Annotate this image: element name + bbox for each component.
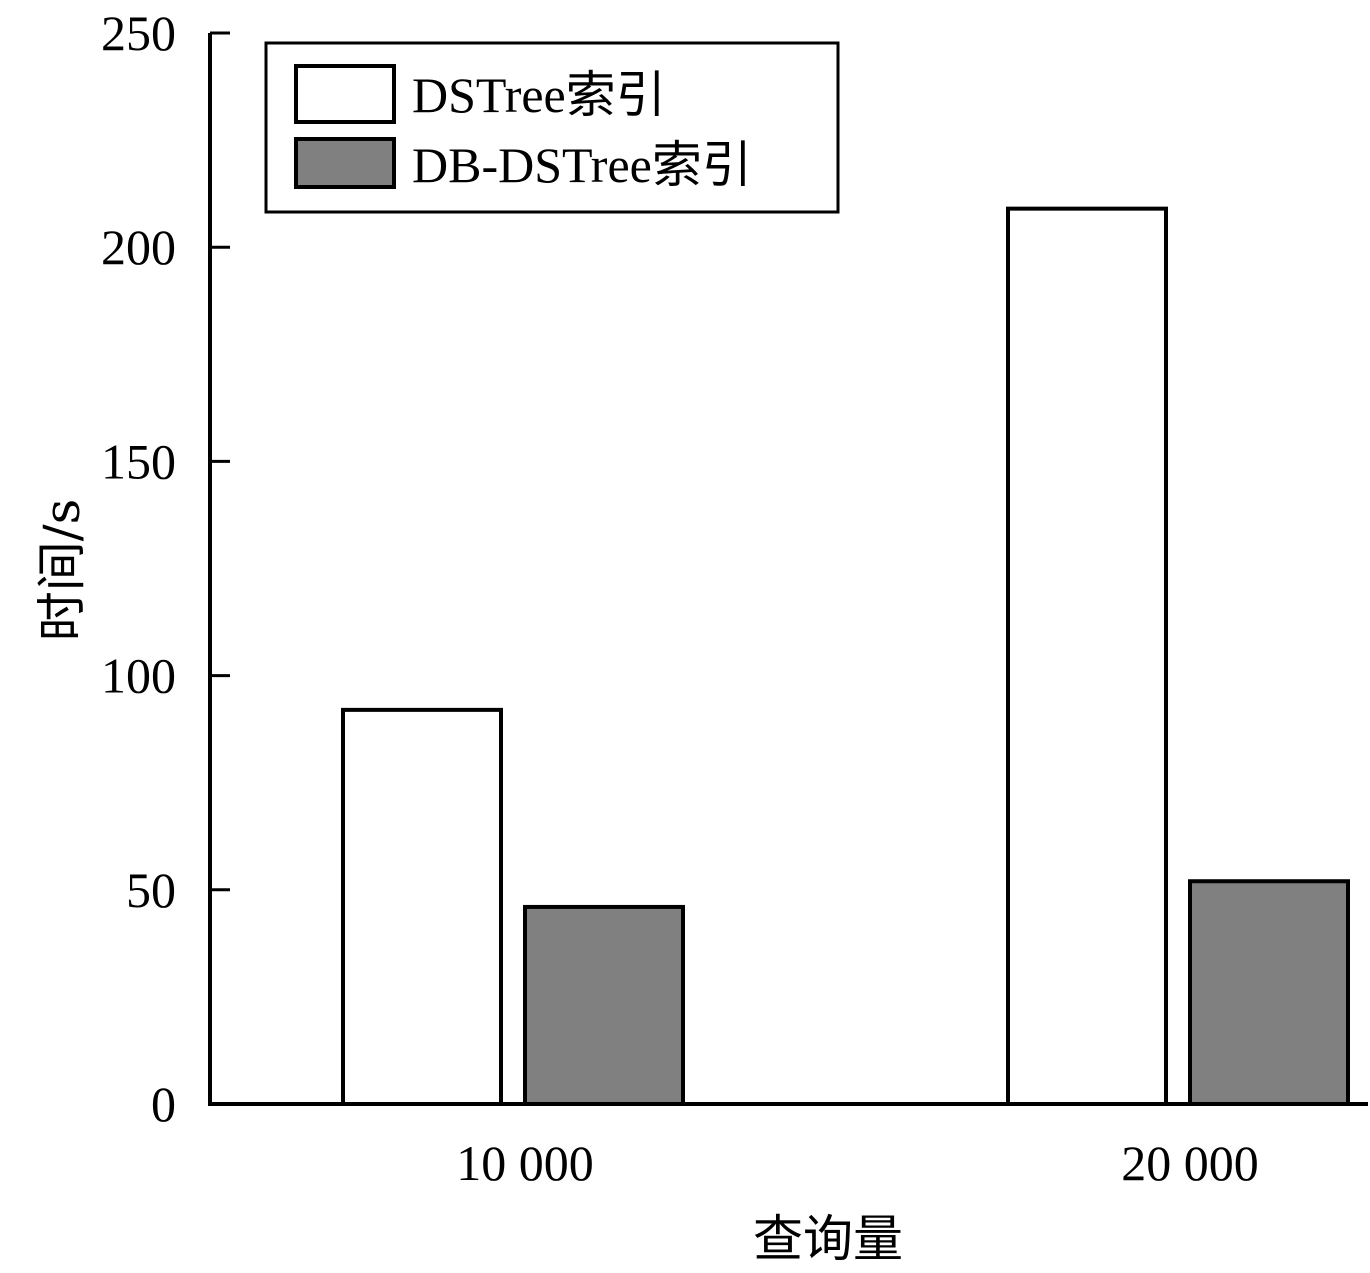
legend-swatch-dstree [294, 64, 396, 124]
legend-label-dstree: DSTree索引 [412, 67, 666, 123]
x-tick-label: 10 000 [456, 1135, 594, 1191]
axes-layer [208, 33, 1368, 1106]
legend-swatch-db-dstree [294, 137, 396, 189]
y-tick-label: 150 [101, 433, 176, 489]
bars-layer [341, 206, 1350, 1107]
legend-label-db-dstree: DB-DSTree索引 [412, 137, 752, 193]
y-tick-label: 250 [101, 5, 176, 61]
y-ticks: 0 50 100 150 200 250 [101, 5, 230, 1132]
legend: DSTree索引 DB-DSTree索引 [264, 41, 840, 214]
bar-dstree-1 [341, 707, 503, 1106]
bar-db-dstree-2 [1188, 879, 1350, 1106]
y-tick-label: 200 [101, 219, 176, 275]
y-tick-label: 50 [126, 862, 176, 918]
x-tick-label: 20 000 [1121, 1135, 1259, 1191]
y-axis-title: 时间/s [33, 499, 91, 642]
y-tick-label: 100 [101, 648, 176, 704]
x-axis-title: 查询量 [753, 1210, 903, 1268]
x-ticks: 10 000 20 000 [456, 1135, 1259, 1191]
y-tick-label: 0 [151, 1076, 176, 1132]
bar-db-dstree-1 [523, 904, 685, 1106]
bar-dstree-2 [1006, 206, 1168, 1107]
